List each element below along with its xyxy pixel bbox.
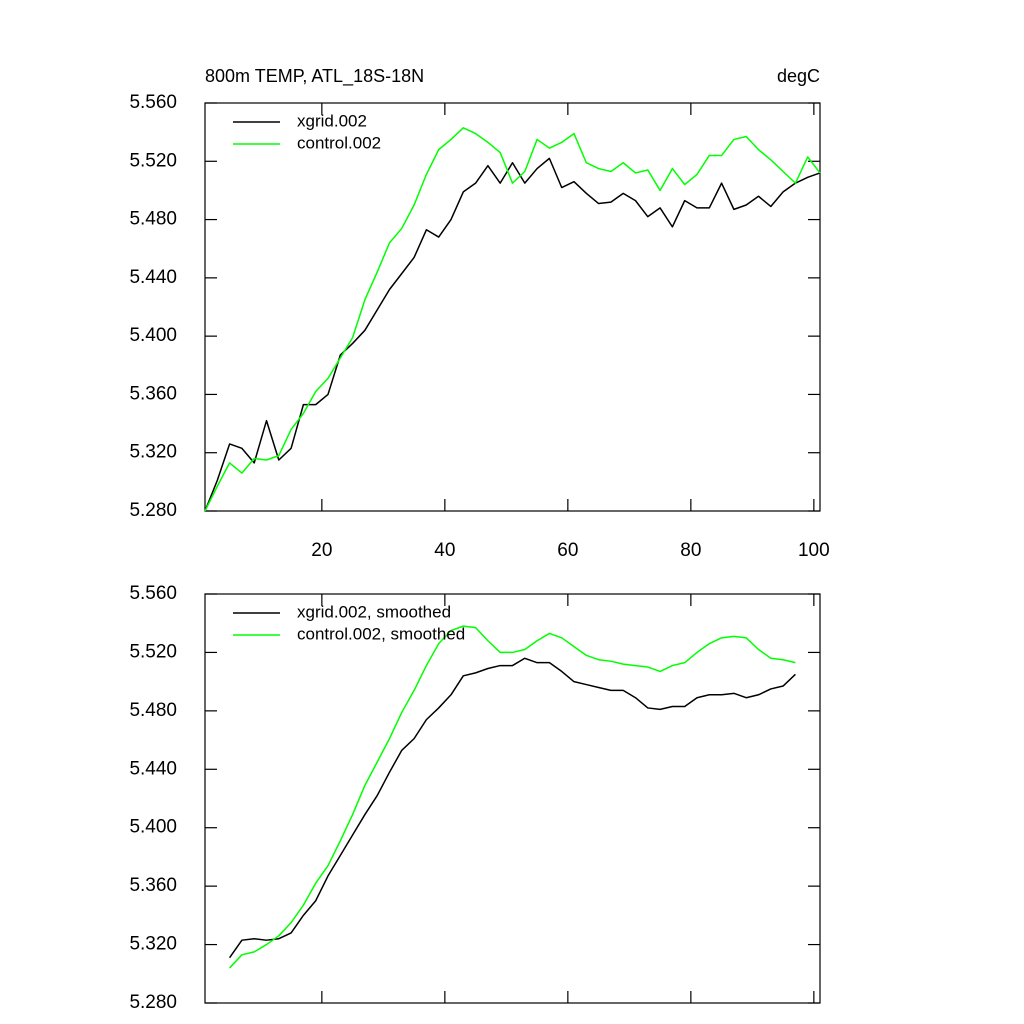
y-tick-label: 5.360 [129,383,177,404]
series-line [229,625,796,969]
x-tick-label: 100 [798,540,830,561]
plot-frame [204,593,821,1004]
y-tick-label: 5.560 [129,583,177,604]
y-tick-label: 5.440 [129,758,177,779]
y-tick-label: 5.320 [129,442,177,463]
series-line [204,127,821,512]
plot-frame [204,102,821,512]
x-tick-label: 40 [434,540,455,561]
x-tick-label: 60 [557,540,578,561]
legend-label: control.002, smoothed [297,624,465,643]
y-tick-label: 5.360 [129,875,177,896]
x-tick-label: 80 [680,540,701,561]
y-tick-label: 5.520 [129,641,177,662]
y-tick-label: 5.320 [129,934,177,955]
legend-label: xgrid.002 [297,111,367,130]
y-tick-label: 5.480 [129,209,177,230]
y-tick-label: 5.400 [129,817,177,838]
legend-label: xgrid.002, smoothed [297,602,451,621]
y-tick-label: 5.480 [129,700,177,721]
x-tick-label: 20 [311,540,332,561]
y-tick-label: 5.280 [129,500,177,521]
chart-title: 800m TEMP, ATL_18S-18N [205,66,424,87]
y-tick-label: 5.440 [129,267,177,288]
series-line [204,157,821,512]
y-tick-label: 5.280 [129,992,177,1013]
y-tick-label: 5.400 [129,325,177,346]
series-line [228,657,796,959]
y-tick-label: 5.560 [129,92,177,113]
units-label: degC [777,66,820,86]
legend-label: control.002 [297,133,381,152]
y-tick-label: 5.520 [129,150,177,171]
